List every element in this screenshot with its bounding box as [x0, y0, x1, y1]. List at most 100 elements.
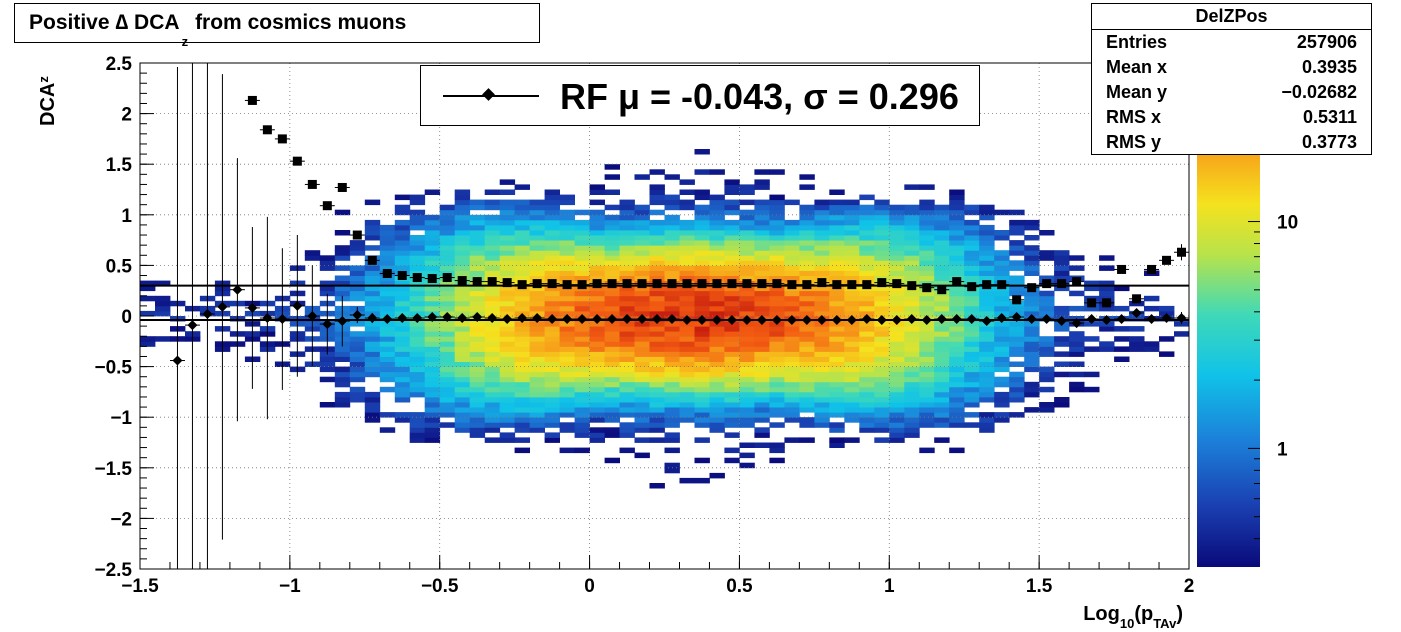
- heatmap-cell: [454, 402, 471, 408]
- heatmap-cell: [889, 437, 905, 443]
- heatmap-cell: [499, 356, 516, 362]
- heatmap-cell: [454, 397, 471, 403]
- heatmap-cell: [484, 260, 501, 266]
- heatmap-cell: [619, 235, 635, 241]
- heatmap-cell: [604, 230, 620, 236]
- heatmap-cell: [664, 447, 680, 454]
- sigma-point: [712, 279, 722, 289]
- heatmap-cell: [769, 442, 785, 448]
- heatmap-cell: [649, 209, 665, 216]
- heatmap-cell: [409, 305, 426, 312]
- heatmap-cell: [634, 295, 650, 302]
- heatmap-cell: [409, 295, 426, 302]
- heatmap-cell: [499, 250, 516, 256]
- title-sub: z: [181, 34, 189, 49]
- heatmap-cell: [484, 412, 501, 418]
- heatmap-cell: [604, 386, 620, 393]
- heatmap-cell: [484, 300, 501, 307]
- heatmap-cell: [604, 402, 620, 408]
- heatmap-cell: [589, 341, 605, 347]
- heatmap-cell: [589, 270, 605, 276]
- heatmap-cell: [649, 437, 665, 443]
- heatmap-cell: [379, 326, 396, 332]
- heatmap-cell: [979, 356, 995, 362]
- heatmap-cell: [424, 250, 441, 256]
- heatmap-cell: [964, 240, 980, 246]
- heatmap-cell: [454, 326, 471, 332]
- heatmap-cell: [1009, 336, 1025, 342]
- heatmap-cell: [604, 326, 620, 332]
- heatmap-cell: [814, 326, 830, 332]
- heatmap-cell: [994, 270, 1010, 276]
- heatmap-cell: [499, 295, 516, 302]
- heatmap-cell: [604, 407, 620, 413]
- heatmap-cell: [604, 250, 620, 256]
- heatmap-cell: [889, 356, 905, 362]
- mean-point: [517, 313, 528, 324]
- heatmap-cell: [709, 194, 725, 201]
- heatmap-cell: [514, 199, 530, 206]
- heatmap-cell: [364, 275, 381, 281]
- heatmap-cell: [439, 204, 456, 211]
- heatmap-cell: [589, 265, 605, 271]
- heatmap-cell: [904, 209, 920, 216]
- heatmap-cell: [739, 366, 755, 373]
- heatmap-cell: [364, 397, 381, 403]
- heatmap-cell: [574, 240, 590, 246]
- heatmap-cell: [619, 265, 635, 271]
- sigma-point: [442, 273, 452, 283]
- heatmap-cell: [979, 295, 995, 302]
- x-label-pre: Log: [1083, 603, 1120, 625]
- heatmap-cell: [889, 427, 905, 433]
- heatmap-cell: [859, 371, 875, 378]
- heatmap-cell: [439, 397, 456, 403]
- heatmap-cell: [604, 265, 620, 271]
- heatmap-cell: [499, 412, 516, 418]
- heatmap-cell: [874, 437, 890, 443]
- heatmap-cell: [694, 351, 710, 357]
- heatmap-cell: [394, 280, 411, 287]
- heatmap-cell: [484, 270, 501, 276]
- heatmap-cell: [949, 194, 965, 201]
- heatmap-cell: [619, 204, 635, 211]
- heatmap-cell: [979, 391, 995, 398]
- sigma-point: [967, 282, 977, 292]
- title-pre: Positive ∆ DCA: [29, 11, 180, 34]
- heatmap-cell: [1054, 270, 1070, 276]
- sigma-point: [832, 280, 842, 290]
- heatmap-cell: [634, 265, 650, 271]
- heatmap-cell: [889, 361, 905, 367]
- heatmap-cell: [904, 341, 920, 347]
- heatmap-cell: [379, 265, 396, 271]
- heatmap-cell: [679, 356, 695, 362]
- heatmap-cell: [814, 285, 830, 292]
- heatmap-cell: [829, 397, 845, 403]
- heatmap-cell: [559, 321, 575, 327]
- heatmap-cell: [574, 447, 590, 454]
- sigma-point: [382, 268, 392, 278]
- heatmap-cell: [604, 381, 620, 388]
- heatmap-cell: [739, 230, 755, 236]
- sigma-point: [952, 277, 962, 287]
- heatmap-cell: [649, 235, 665, 241]
- heatmap-cell: [1159, 336, 1175, 342]
- heatmap-cell: [619, 326, 635, 332]
- heatmap-cell: [439, 326, 456, 332]
- heatmap-cell: [484, 381, 501, 388]
- heatmap-cell: [439, 209, 456, 216]
- heatmap-cell: [769, 341, 785, 347]
- heatmap-cell: [724, 189, 740, 195]
- heatmap-cell: [1039, 305, 1055, 312]
- heatmap-cell: [844, 255, 860, 261]
- mean-point: [457, 313, 468, 324]
- heatmap-cell: [949, 305, 965, 312]
- heatmap-cell: [439, 280, 456, 287]
- heatmap-cell: [649, 407, 665, 413]
- heatmap-cell: [994, 300, 1010, 307]
- heatmap-cell: [799, 366, 815, 373]
- heatmap-cell: [904, 250, 920, 256]
- heatmap-cell: [979, 275, 995, 281]
- mean-point: [472, 312, 483, 323]
- heatmap-cell: [724, 184, 740, 190]
- heatmap-cell: [934, 275, 950, 281]
